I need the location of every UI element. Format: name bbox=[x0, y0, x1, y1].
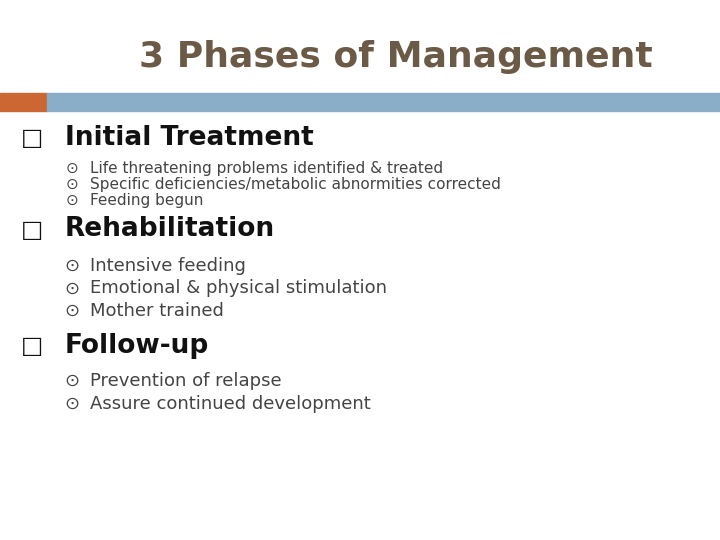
Text: Emotional & physical stimulation: Emotional & physical stimulation bbox=[90, 279, 387, 298]
Text: ⊙: ⊙ bbox=[64, 302, 80, 320]
Text: ⊙: ⊙ bbox=[64, 256, 80, 275]
Text: Mother trained: Mother trained bbox=[90, 302, 224, 320]
Text: ⊙: ⊙ bbox=[64, 395, 80, 413]
Text: ⊙: ⊙ bbox=[64, 372, 80, 390]
Text: Prevention of relapse: Prevention of relapse bbox=[90, 372, 282, 390]
Text: ⊙: ⊙ bbox=[66, 161, 78, 176]
Text: ⊙: ⊙ bbox=[66, 193, 78, 208]
Text: Follow-up: Follow-up bbox=[65, 333, 209, 359]
Text: □: □ bbox=[21, 218, 44, 241]
Text: 3 Phases of Management: 3 Phases of Management bbox=[139, 40, 653, 73]
Bar bbox=[0, 93, 47, 111]
Text: Specific deficiencies/metabolic abnormities corrected: Specific deficiencies/metabolic abnormit… bbox=[90, 177, 501, 192]
Text: ⊙: ⊙ bbox=[64, 279, 80, 298]
Text: ⊙: ⊙ bbox=[66, 177, 78, 192]
Text: Assure continued development: Assure continued development bbox=[90, 395, 371, 413]
Bar bbox=[47, 93, 720, 111]
Text: Rehabilitation: Rehabilitation bbox=[65, 217, 275, 242]
Text: Life threatening problems identified & treated: Life threatening problems identified & t… bbox=[90, 161, 443, 176]
Text: □: □ bbox=[21, 126, 44, 150]
Text: Initial Treatment: Initial Treatment bbox=[65, 125, 313, 151]
Text: Intensive feeding: Intensive feeding bbox=[90, 256, 246, 275]
Text: □: □ bbox=[21, 334, 44, 357]
Text: Feeding begun: Feeding begun bbox=[90, 193, 203, 208]
